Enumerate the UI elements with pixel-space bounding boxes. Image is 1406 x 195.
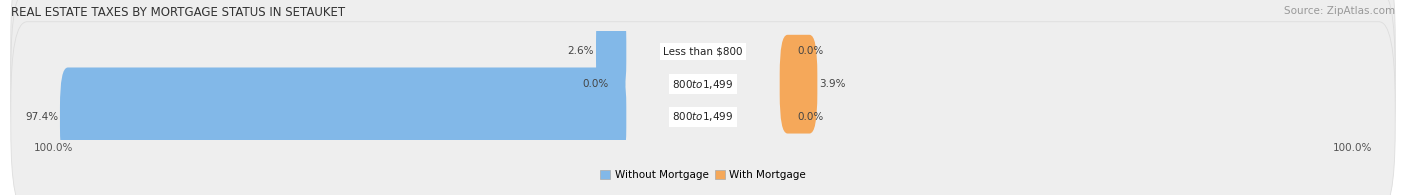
FancyBboxPatch shape: [780, 35, 817, 134]
FancyBboxPatch shape: [11, 22, 1395, 195]
Text: Source: ZipAtlas.com: Source: ZipAtlas.com: [1284, 6, 1395, 16]
Text: 0.0%: 0.0%: [797, 46, 824, 57]
FancyBboxPatch shape: [11, 0, 1395, 179]
Legend: Without Mortgage, With Mortgage: Without Mortgage, With Mortgage: [596, 166, 810, 184]
FancyBboxPatch shape: [596, 2, 626, 101]
Text: 0.0%: 0.0%: [797, 112, 824, 122]
Text: 97.4%: 97.4%: [25, 112, 58, 122]
FancyBboxPatch shape: [60, 67, 626, 166]
Text: REAL ESTATE TAXES BY MORTGAGE STATUS IN SETAUKET: REAL ESTATE TAXES BY MORTGAGE STATUS IN …: [11, 6, 346, 19]
Text: Less than $800: Less than $800: [664, 46, 742, 57]
Text: $800 to $1,499: $800 to $1,499: [672, 78, 734, 91]
Text: 2.6%: 2.6%: [568, 46, 595, 57]
Text: 0.0%: 0.0%: [582, 79, 609, 89]
Text: $800 to $1,499: $800 to $1,499: [672, 110, 734, 123]
FancyBboxPatch shape: [11, 0, 1395, 147]
Text: 3.9%: 3.9%: [820, 79, 846, 89]
